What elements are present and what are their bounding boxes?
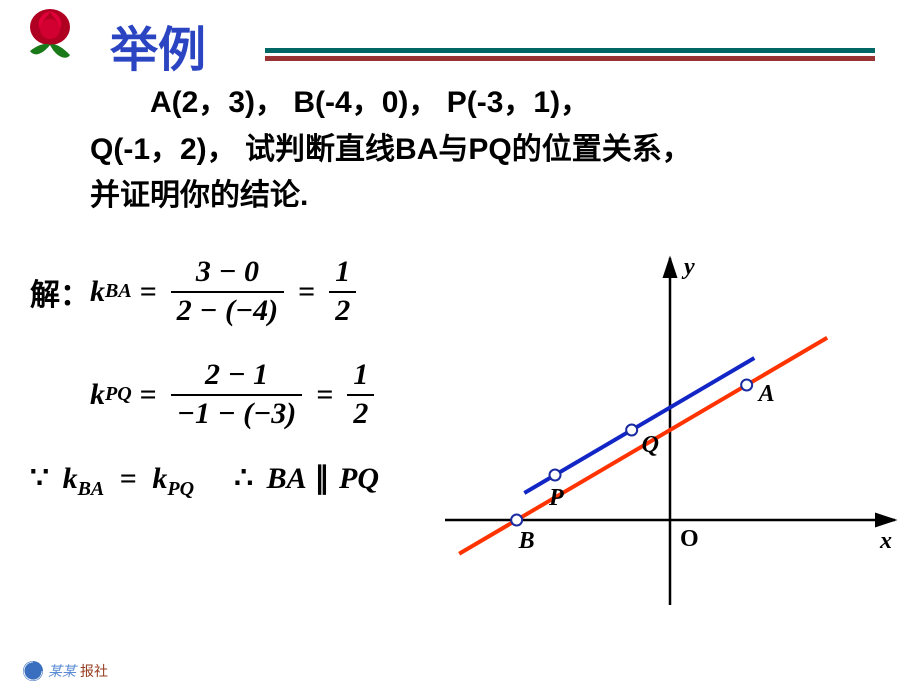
footer-globe-icon (22, 660, 44, 682)
header-rule-bottom (265, 56, 875, 61)
solution-block: 解： kBA = 3 − 0 2 − (−4) = 1 2 kPQ = 2 − … (30, 255, 450, 501)
conclusion-line: ∵ kBA = kPQ ∴ BA ∥ PQ (30, 461, 450, 501)
equation-kpq: kPQ = 2 − 1 −1 − (−3) = 1 2 (90, 358, 450, 431)
footer-logo: 某某 报社 (22, 660, 108, 682)
header-rule-top (265, 48, 875, 53)
svg-text:y: y (681, 254, 695, 280)
coordinate-graph: A BP Q Ox y (440, 250, 900, 610)
problem-text: 已知A(2，3)， B(-4，0)， P(-3，1)， Q(-1，2)， 试判断… (90, 80, 860, 220)
slide-title: 举例 (110, 10, 206, 80)
svg-text:O: O (680, 526, 699, 552)
rose-icon (20, 5, 90, 65)
svg-text:x: x (879, 528, 892, 554)
svg-text:B: B (518, 528, 535, 554)
svg-text:Q: Q (642, 432, 659, 458)
svg-text:P: P (548, 485, 564, 511)
svg-text:A: A (757, 381, 775, 407)
equation-kba: 解： kBA = 3 − 0 2 − (−4) = 1 2 (30, 255, 450, 328)
